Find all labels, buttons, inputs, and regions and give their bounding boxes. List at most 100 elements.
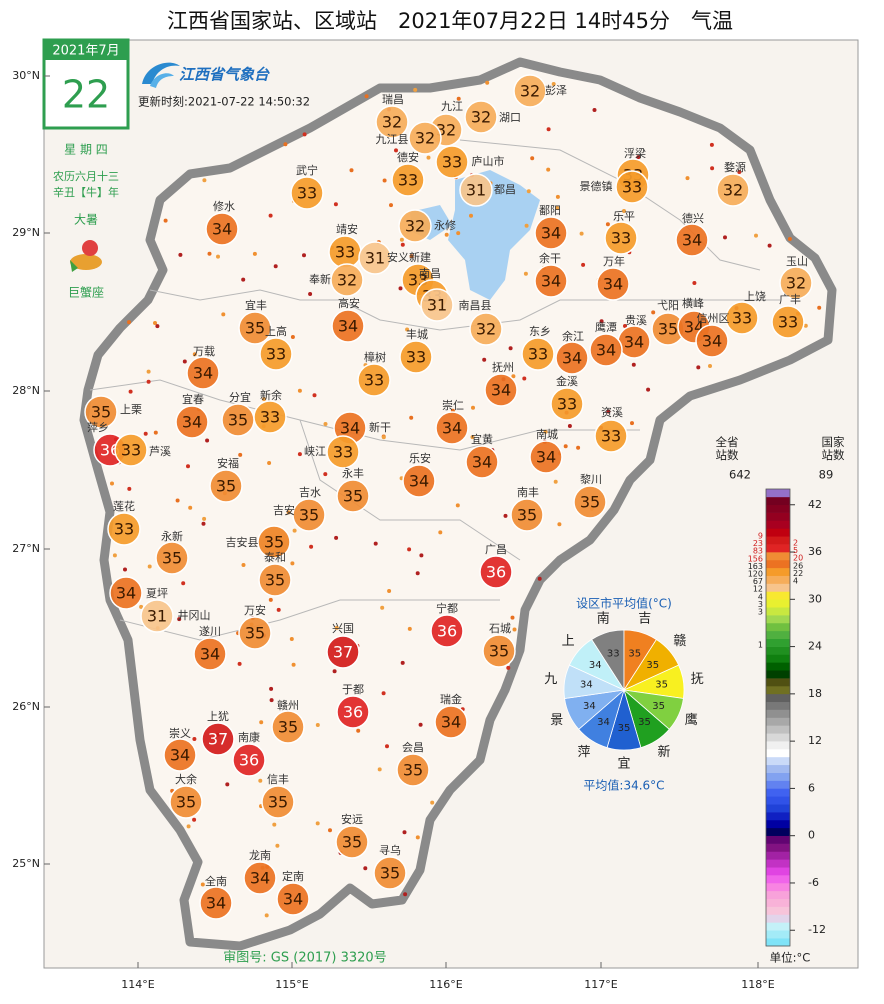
station-name: 赣州 xyxy=(277,698,299,712)
station-value: 33 xyxy=(297,184,317,203)
small-dot xyxy=(651,310,656,315)
station-marker xyxy=(199,886,233,920)
station: 34 xyxy=(534,264,568,298)
station-marker xyxy=(555,341,589,375)
pie-value: 35 xyxy=(652,701,665,712)
station-value: 35 xyxy=(658,320,678,339)
station-value: 35 xyxy=(245,319,265,338)
small-dot xyxy=(646,387,651,392)
small-dot xyxy=(267,461,272,465)
zodiac-icon xyxy=(70,240,102,272)
pie-slice xyxy=(568,638,626,691)
station-marker xyxy=(375,105,409,139)
small-dot xyxy=(382,178,387,183)
small-dot xyxy=(328,828,332,833)
station-name: 新余 xyxy=(260,388,282,402)
station-value: 37 xyxy=(208,730,228,749)
station-name: 乐平 xyxy=(613,210,635,223)
colorbar-cell xyxy=(766,591,790,600)
small-dot xyxy=(709,142,714,147)
small-dot xyxy=(470,435,475,440)
station-value: 34 xyxy=(409,472,429,491)
colorbar-cell xyxy=(766,678,790,687)
station: 32 xyxy=(375,105,409,139)
station: 32 xyxy=(716,173,750,207)
colorbar-tick-label: 12 xyxy=(808,734,822,747)
station-marker xyxy=(114,433,148,467)
station-name: 浮梁 xyxy=(624,146,646,160)
small-dot xyxy=(546,127,551,132)
small-dot xyxy=(438,530,443,535)
station: 33 xyxy=(328,235,362,269)
station-value: 34 xyxy=(562,349,582,368)
small-dot xyxy=(276,607,281,612)
station-marker xyxy=(109,576,143,610)
station-value: 34 xyxy=(206,894,226,913)
small-dot xyxy=(523,271,528,276)
colorbar-cell xyxy=(766,756,790,766)
station-marker xyxy=(292,498,326,532)
station-value: 33 xyxy=(622,178,642,197)
station-name: 都昌 xyxy=(494,183,516,196)
station-value: 35 xyxy=(216,477,236,496)
small-dot xyxy=(482,357,487,362)
station-marker xyxy=(435,411,469,445)
colorbar-tick-label: -12 xyxy=(808,923,826,936)
station-name: 九江 xyxy=(441,100,463,113)
station-name: 瑞昌 xyxy=(382,92,404,106)
station-name: 宜丰 xyxy=(245,298,267,312)
colorbar-cell xyxy=(766,622,790,632)
small-dot xyxy=(201,521,206,526)
station-value: 31 xyxy=(365,249,385,268)
station-name: 新干 xyxy=(369,420,391,434)
station-name: 龙南 xyxy=(249,849,271,862)
station-value: 32 xyxy=(520,82,540,101)
station-name: 安福 xyxy=(217,456,239,470)
colorbar-cell xyxy=(766,646,790,655)
small-dot xyxy=(543,429,548,434)
station: 32 xyxy=(464,100,498,134)
small-dot xyxy=(373,541,378,546)
station-name: 余江 xyxy=(562,329,584,343)
station: 34 xyxy=(402,464,436,498)
station-name: 武宁 xyxy=(296,163,318,177)
station: 32 xyxy=(408,121,442,155)
colorbar-tick-label: 30 xyxy=(808,592,822,605)
colorbar-cell xyxy=(766,693,790,703)
colorbar-tick-label: 0 xyxy=(808,829,815,842)
station-name: 大余 xyxy=(175,772,197,786)
lat-label: 30°N xyxy=(12,69,40,82)
station-marker xyxy=(357,363,391,397)
station-name: 上饶 xyxy=(744,290,766,303)
station-value: 33 xyxy=(732,309,752,328)
colorbar-cell xyxy=(766,930,790,939)
station-marker xyxy=(396,753,430,787)
small-dot xyxy=(579,231,584,236)
station: 34 xyxy=(675,223,709,257)
station: 33 xyxy=(326,435,360,469)
small-dot xyxy=(430,800,435,805)
station: 33 xyxy=(594,419,628,453)
station-marker xyxy=(484,373,518,407)
station-value: 33 xyxy=(266,345,286,364)
station-value: 31 xyxy=(427,296,447,315)
station-marker xyxy=(290,176,324,210)
small-dot xyxy=(127,320,131,325)
station-value: 34 xyxy=(250,869,270,888)
small-dot xyxy=(576,445,581,450)
colorbar-cell xyxy=(766,504,790,513)
national-count: 2 xyxy=(793,539,798,548)
calendar-header xyxy=(44,40,128,60)
station-value: 35 xyxy=(268,793,288,812)
station-name: 全南 xyxy=(205,874,227,888)
station-value: 32 xyxy=(723,181,743,200)
small-dot xyxy=(803,323,808,328)
station-name: 于都 xyxy=(342,683,364,696)
text-line: 国家 xyxy=(822,435,845,449)
colorbar-cell xyxy=(766,898,790,907)
station-marker xyxy=(271,710,305,744)
station-name: 贵溪 xyxy=(625,314,647,327)
zodiac: 巨蟹座 xyxy=(68,285,104,300)
station-name: 乐安 xyxy=(409,451,431,465)
